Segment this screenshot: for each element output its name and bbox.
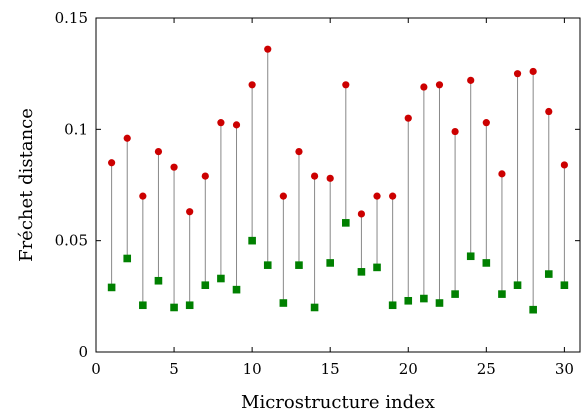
green-square-point (357, 268, 366, 276)
x-tick-label: 15 (321, 360, 340, 378)
axis-tick-labels: 0 5 10 15 20 25 30 0 0.05 0.1 0.15 (55, 9, 574, 378)
data-markers (107, 45, 569, 314)
x-axis-label: Microstructure index (241, 392, 435, 413)
green-square-point (326, 259, 334, 267)
green-square-point (404, 296, 413, 305)
green-square-point (123, 254, 132, 263)
red-circle-point (217, 119, 225, 127)
red-circle-point (295, 148, 303, 156)
red-circle-point (326, 174, 334, 182)
red-circle-point (139, 192, 147, 200)
y-tick-label: 0.15 (55, 9, 88, 27)
red-circle-point (545, 107, 553, 116)
green-square-point (295, 261, 303, 269)
x-tick-label: 0 (91, 360, 101, 378)
red-circle-point (373, 192, 381, 200)
green-square-point (107, 283, 116, 292)
green-square-point (373, 263, 381, 272)
green-square-point (451, 290, 459, 298)
red-circle-point (357, 210, 366, 218)
red-circle-point (310, 172, 319, 180)
red-circle-point (248, 81, 256, 89)
y-tick-label: 0.05 (55, 232, 88, 250)
red-circle-point (467, 76, 475, 84)
green-square-point (529, 305, 537, 314)
y-tick-label: 0.1 (64, 120, 88, 138)
red-circle-point (232, 121, 241, 129)
green-square-point (513, 281, 522, 289)
x-tick-label: 10 (243, 360, 262, 378)
x-tick-label: 5 (169, 360, 179, 378)
green-square-point (420, 294, 428, 303)
green-square-point (185, 301, 194, 310)
red-circle-point (498, 170, 506, 178)
green-square-point (263, 261, 272, 269)
red-circle-point (404, 114, 412, 122)
red-circle-point (435, 81, 444, 89)
green-square-point (232, 285, 241, 294)
green-square-point (217, 274, 225, 283)
green-square-point (435, 299, 444, 307)
red-circle-point (482, 119, 490, 127)
green-square-point (310, 303, 319, 312)
plot-frame (95, 17, 581, 353)
connector-lines (111, 49, 565, 310)
red-circle-point (170, 163, 178, 171)
green-square-point (560, 281, 569, 289)
red-circle-point (279, 192, 287, 200)
red-circle-point (420, 83, 428, 91)
green-square-point (248, 236, 256, 245)
red-circle-point (123, 134, 131, 142)
y-tick-label: 0 (78, 343, 88, 361)
x-tick-label: 20 (399, 360, 418, 378)
green-square-point (482, 259, 491, 267)
green-square-point (388, 301, 397, 310)
red-circle-point (342, 81, 350, 89)
red-circle-point (389, 192, 397, 200)
x-tick-label: 30 (555, 360, 574, 378)
red-circle-point (529, 67, 537, 76)
red-circle-point (451, 127, 459, 136)
axis-ticks (95, 17, 580, 353)
green-square-point (279, 299, 288, 307)
green-square-point (544, 270, 553, 278)
x-tick-label: 25 (477, 360, 496, 378)
green-square-point (154, 276, 163, 285)
green-square-point (498, 290, 506, 298)
red-circle-point (154, 148, 163, 156)
green-square-point (466, 252, 475, 261)
red-circle-point (201, 172, 209, 180)
green-square-point (139, 301, 147, 310)
green-square-point (201, 281, 210, 289)
red-circle-point (186, 208, 194, 216)
green-square-point (170, 303, 178, 312)
red-circle-point (108, 159, 116, 167)
red-circle-point (264, 45, 272, 53)
green-square-point (342, 219, 350, 227)
y-axis-label: Fréchet distance (16, 108, 37, 262)
red-circle-point (513, 70, 522, 78)
red-circle-point (560, 161, 568, 169)
